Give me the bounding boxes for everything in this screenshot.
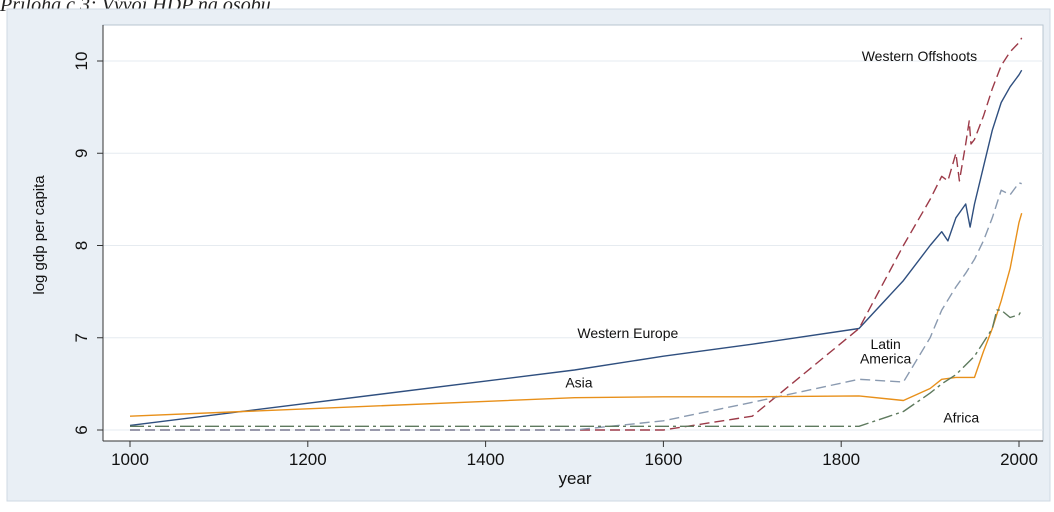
x-tick-label: 1600 [644,450,682,469]
annotations: Western Offshoots Western Europe LatinAmer… [565,48,979,426]
plot-area [102,24,1044,442]
x-tick-label: 1800 [822,450,860,469]
series-annotation: Africa [943,410,979,426]
x-tick-label: 1400 [467,450,505,469]
series-annotation: America [860,351,912,367]
series-annotation: Latin [870,336,900,352]
series-line-latin-america [130,182,1022,431]
y-tick-label: 10 [72,52,91,71]
y-axis-label: log gdp per capita [31,175,48,295]
x-axis-label: year [558,469,591,488]
gridlines [103,60,1043,431]
series-annotation: Western Offshoots [862,48,977,64]
x-tick-label: 1000 [111,450,149,469]
y-tick-label: 9 [72,149,91,158]
y-tick-label: 6 [72,425,91,434]
series-line-western-europe [129,69,1023,427]
axes: 6 7 8 9 10 1000 1200 1400 1600 1800 2000 [72,25,1043,469]
x-tick-label: 1200 [289,450,327,469]
series-line-africa [130,309,1023,427]
x-tick-label: 2000 [1000,450,1038,469]
series-line-western-offshoots [130,37,1023,431]
series-annotation: Asia [565,375,592,391]
series-line-asia [129,213,1023,417]
y-tick-label: 7 [72,333,91,342]
series-annotation: Western Europe [577,325,678,341]
y-tick-label: 8 [72,241,91,250]
series-lines [129,37,1023,431]
